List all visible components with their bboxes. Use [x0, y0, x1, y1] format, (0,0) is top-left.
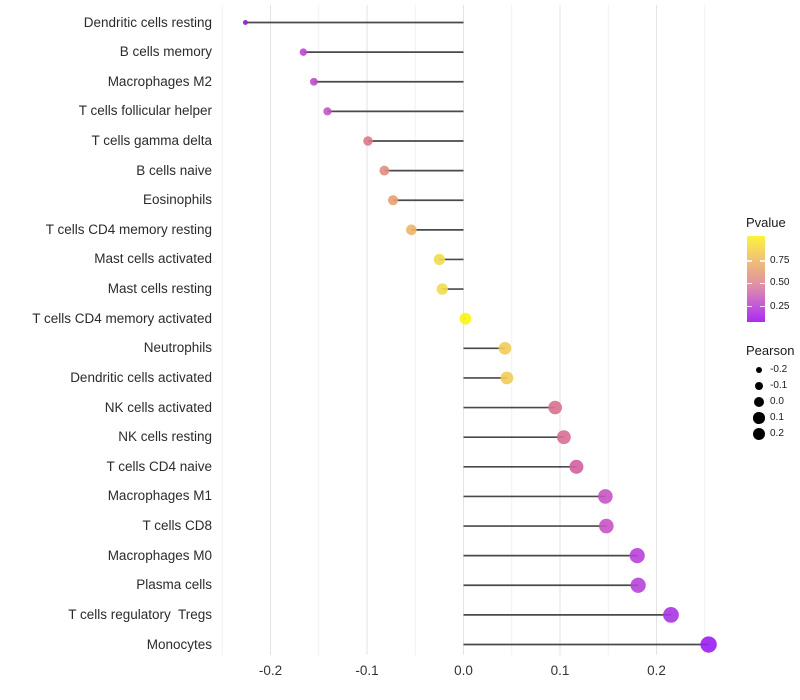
y-axis-label: Dendritic cells activated	[70, 369, 212, 385]
colorbar-tick-mark	[747, 305, 752, 308]
pearson-size-label: 0.1	[770, 412, 784, 423]
legend-pearson-title: Pearson	[746, 343, 795, 358]
x-axis-tick-label: 0.0	[454, 663, 473, 678]
lollipop-dot	[630, 577, 646, 593]
y-axis-label: Macrophages M0	[107, 547, 212, 563]
legend-pearson: Pearson -0.2 -0.1 0.0 0.1 0.2	[746, 343, 800, 445]
colorbar-tick-mark	[760, 282, 765, 285]
pvalue-colorbar	[747, 236, 765, 322]
pearson-size-dot	[753, 412, 765, 424]
lollipop-dot	[242, 20, 248, 25]
lollipop-dot	[299, 48, 308, 56]
y-axis-label: Eosinophils	[142, 192, 212, 208]
pearson-size-entry: 0.1	[746, 410, 800, 426]
lollipop-dot	[459, 312, 472, 325]
x-axis-tick-label: -0.2	[258, 663, 283, 678]
x-axis-tick-label: 0.2	[647, 663, 666, 678]
pearson-size-label: -0.2	[770, 364, 788, 375]
lollipop-dot	[433, 253, 446, 266]
pearson-size-dot	[754, 397, 764, 407]
lollipop-dot	[436, 283, 448, 295]
lollipop-dot	[387, 195, 399, 206]
y-axis-label: Macrophages M2	[107, 73, 212, 89]
y-axis-label: Macrophages M1	[107, 488, 212, 504]
y-axis-label: Dendritic cells resting	[83, 14, 212, 30]
pearson-size-dot	[755, 366, 763, 374]
colorbar-tick-mark	[747, 260, 752, 262]
pearson-size-label: -0.1	[770, 380, 788, 391]
lollipop-dot	[548, 400, 563, 415]
y-axis-label: Neutrophils	[143, 340, 212, 356]
lollipop-dot	[323, 107, 332, 116]
y-axis-label: T cells regulatory Tregs	[68, 606, 212, 622]
y-axis-label: T cells CD4 naive	[106, 458, 212, 474]
lollipop-dot	[663, 607, 679, 623]
y-axis-label: Mast cells resting	[107, 281, 212, 297]
y-axis-label: T cells CD8	[142, 518, 212, 534]
legend-pvalue: Pvalue 0.75 0.50 0.25	[746, 215, 800, 327]
colorbar-tick-label: 0.75	[770, 254, 790, 266]
lollipop-dot	[310, 77, 318, 86]
lollipop-dot	[598, 518, 614, 534]
colorbar-tick-label: 0.25	[770, 300, 790, 312]
lollipop-dot	[379, 165, 390, 176]
pearson-size-entry: 0.2	[746, 426, 800, 442]
pearson-size-entry: 0.0	[746, 394, 800, 410]
y-axis-label: T cells gamma delta	[91, 132, 212, 148]
colorbar-tick-mark	[760, 305, 765, 308]
y-axis-label: Mast cells activated	[94, 251, 212, 267]
y-axis-label: B cells memory	[119, 44, 212, 60]
y-axis-label: T cells CD4 memory activated	[32, 310, 212, 326]
lollipop-dot	[556, 430, 571, 445]
y-axis-label: Plasma cells	[136, 577, 212, 593]
colorbar-tick-mark	[760, 260, 765, 262]
lollipop-dot	[569, 459, 584, 474]
pearson-size-entry: -0.2	[746, 362, 800, 378]
y-axis-label: NK cells resting	[118, 429, 212, 445]
lollipop-dot	[498, 341, 512, 355]
x-axis-tick-label: -0.1	[355, 663, 379, 678]
legend-pvalue-title: Pvalue	[746, 215, 786, 230]
x-axis-tick-label: 0.1	[550, 663, 570, 678]
lollipop-dot	[500, 371, 514, 385]
pearson-size-dot	[752, 427, 766, 441]
y-axis-label: NK cells activated	[104, 399, 212, 415]
lollipop-dot	[363, 136, 373, 146]
pearson-size-dot	[754, 381, 764, 391]
lollipop-dot	[598, 489, 613, 504]
y-axis-label: Monocytes	[146, 636, 212, 652]
pearson-size-entry: -0.1	[746, 378, 800, 394]
colorbar-tick-mark	[747, 282, 752, 285]
y-axis-label: T cells follicular helper	[78, 103, 212, 119]
pearson-size-label: 0.2	[770, 428, 784, 439]
lollipop-dot	[700, 636, 717, 653]
lollipop-dot	[629, 548, 645, 564]
y-axis-label: B cells naive	[136, 162, 212, 178]
y-axis-label: T cells CD4 memory resting	[45, 221, 212, 237]
colorbar-tick-label: 0.50	[770, 277, 790, 289]
pearson-size-label: 0.0	[770, 396, 784, 407]
lollipop-dot	[406, 224, 417, 236]
